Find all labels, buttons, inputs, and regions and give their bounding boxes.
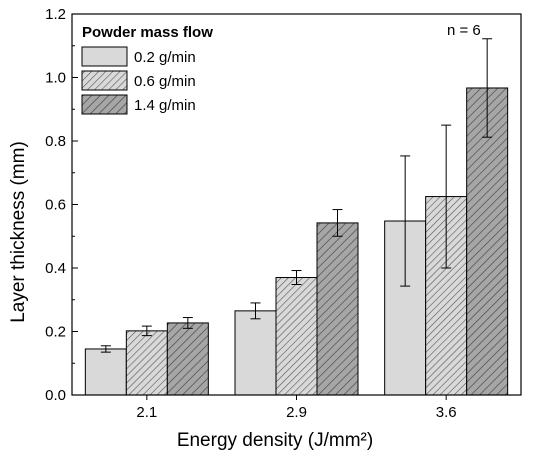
- bar: [234, 310, 277, 396]
- y-axis-title: Layer thickness (mm): [8, 141, 29, 323]
- y-tick-label: 0.4: [45, 260, 66, 277]
- bar: [275, 277, 318, 396]
- legend-swatch: [81, 46, 128, 67]
- x-tick-label: 3.6: [436, 404, 457, 421]
- x-axis-title: Energy density (J/mm²): [176, 430, 374, 451]
- legend-swatch: [81, 70, 128, 91]
- legend-swatch: [81, 94, 128, 115]
- x-tick-label: 2.1: [136, 404, 157, 421]
- y-tick-label: 0.0: [45, 387, 66, 404]
- y-tick-label: 1.2: [45, 6, 66, 23]
- legend-label: 1.4 g/min: [134, 97, 196, 114]
- y-tick-label: 0.8: [45, 133, 66, 150]
- bar: [316, 222, 359, 396]
- legend-label: 0.6 g/min: [134, 73, 196, 90]
- y-tick-label: 1.0: [45, 70, 66, 87]
- sample-size-annotation: n = 6: [447, 22, 481, 39]
- y-tick-label: 0.6: [45, 197, 66, 214]
- y-tick-label: 0.2: [45, 324, 66, 341]
- legend-title: Powder mass flow: [82, 24, 213, 41]
- x-tick-label: 2.9: [286, 404, 307, 421]
- bar: [84, 348, 127, 396]
- legend-label: 0.2 g/min: [134, 49, 196, 66]
- bar: [166, 322, 209, 396]
- bar: [125, 330, 168, 396]
